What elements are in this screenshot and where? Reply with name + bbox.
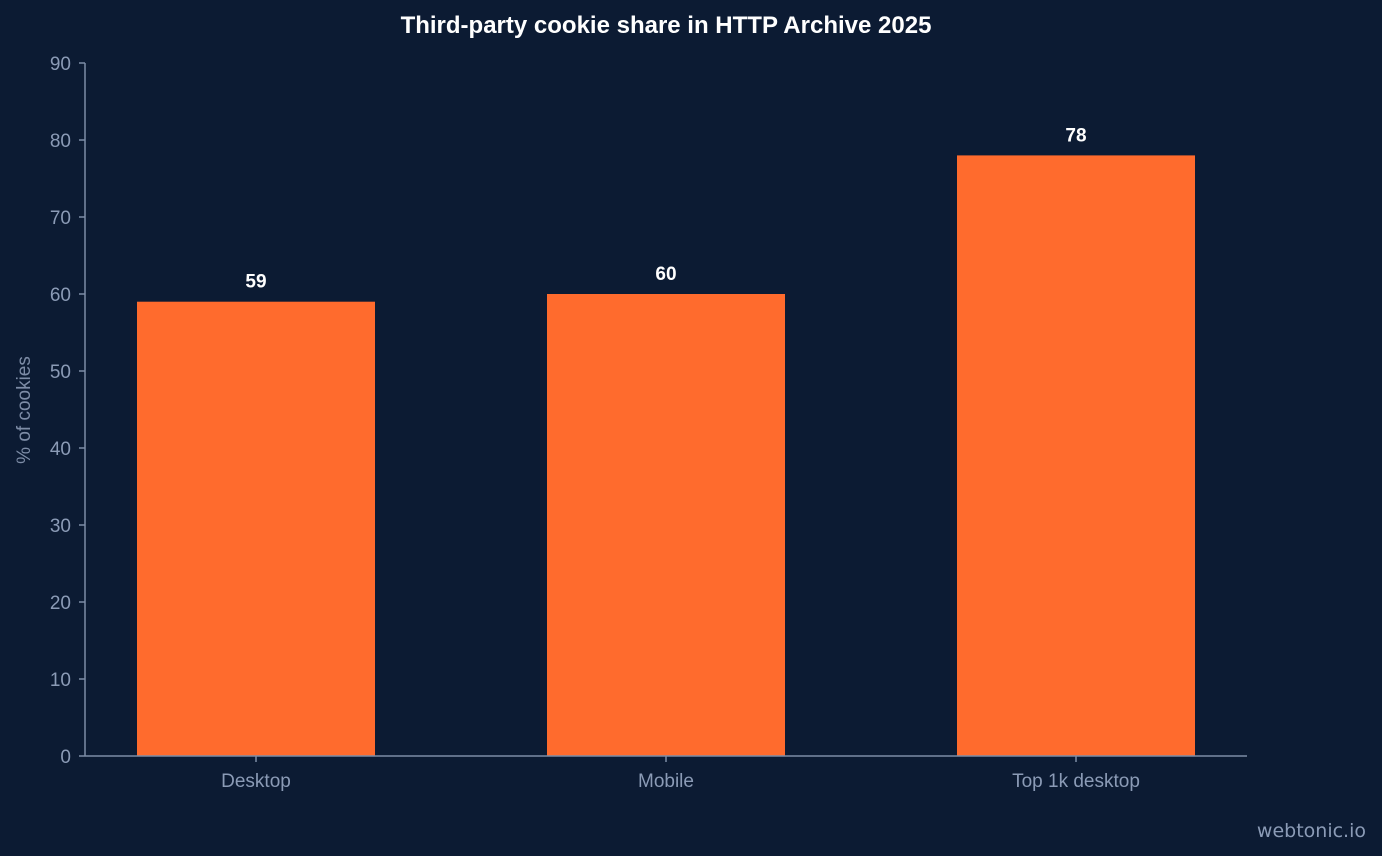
y-tick-label: 90 (50, 54, 71, 75)
data-label: 78 (1065, 125, 1086, 146)
x-axis: Desktop Mobile Top 1k desktop (85, 755, 1247, 792)
chart-title: Third-party cookie share in HTTP Archive… (401, 12, 932, 39)
watermark: webtonic.io (1256, 820, 1366, 842)
y-tick-label: 0 (60, 747, 71, 768)
data-label: 60 (655, 264, 676, 285)
y-axis: 0 10 20 30 40 50 60 70 80 90 (50, 54, 86, 768)
y-tick-label: 20 (50, 593, 71, 614)
bar (957, 155, 1195, 756)
y-tick-label: 70 (50, 208, 71, 229)
data-label: 59 (245, 272, 266, 293)
y-tick-label: 40 (50, 439, 71, 460)
x-tick-label: Mobile (638, 771, 694, 792)
x-tick-label: Top 1k desktop (1012, 771, 1140, 792)
y-tick-label: 30 (50, 516, 71, 537)
bars-group: 59 60 78 (137, 125, 1195, 756)
y-tick-label: 80 (50, 131, 71, 152)
bar (547, 294, 785, 756)
x-tick-label: Desktop (221, 771, 291, 792)
y-axis-label: % of cookies (14, 356, 35, 464)
bar (137, 301, 375, 756)
y-tick-label: 60 (50, 285, 71, 306)
y-tick-label: 50 (50, 362, 71, 383)
y-tick-label: 10 (50, 670, 71, 691)
